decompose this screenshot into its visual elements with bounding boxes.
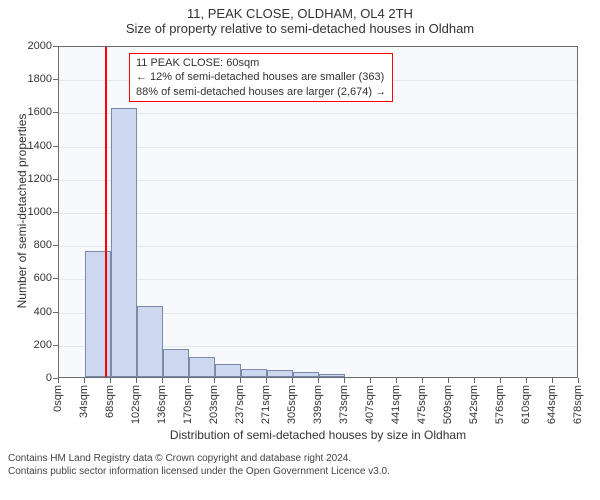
- y-tick-label: 400: [34, 306, 52, 318]
- annotation-line: 11 PEAK CLOSE: 60sqm: [136, 56, 386, 70]
- y-tick-label: 0: [46, 372, 52, 384]
- x-tick-label: 68sqm: [104, 385, 116, 418]
- y-tick-label: 800: [34, 239, 52, 251]
- x-tick-label: 610sqm: [520, 385, 532, 424]
- x-tick-label: 102sqm: [130, 385, 142, 424]
- x-tick-label: 441sqm: [390, 385, 402, 424]
- annotation-line: ← 12% of semi-detached houses are smalle…: [136, 70, 386, 84]
- y-tick-label: 1000: [28, 206, 52, 218]
- x-tick-label: 170sqm: [182, 385, 194, 424]
- annotation-line: 88% of semi-detached houses are larger (…: [136, 85, 386, 99]
- footer: Contains HM Land Registry data © Crown c…: [0, 448, 600, 478]
- x-tick-label: 644sqm: [546, 385, 558, 424]
- x-tick-label: 339sqm: [312, 385, 324, 424]
- histogram-bar: [319, 374, 345, 377]
- x-tick-label: 203sqm: [208, 385, 220, 424]
- y-tick-label: 200: [34, 339, 52, 351]
- footer-line-2: Contains public sector information licen…: [8, 465, 592, 478]
- x-tick-label: 475sqm: [416, 385, 428, 424]
- x-tick-label: 0sqm: [52, 385, 64, 412]
- x-axis-label: Distribution of semi-detached houses by …: [58, 428, 578, 442]
- y-tick-label: 600: [34, 272, 52, 284]
- y-tick-label: 1600: [28, 106, 52, 118]
- y-tick-label: 2000: [28, 40, 52, 52]
- footer-line-1: Contains HM Land Registry data © Crown c…: [8, 452, 592, 465]
- x-tick-label: 136sqm: [156, 385, 168, 424]
- page-title: 11, PEAK CLOSE, OLDHAM, OL4 2TH: [0, 0, 600, 21]
- x-tick-label: 542sqm: [468, 385, 480, 424]
- annotation-box: 11 PEAK CLOSE: 60sqm← 12% of semi-detach…: [129, 53, 393, 102]
- x-tick-label: 407sqm: [364, 385, 376, 424]
- x-tick-label: 237sqm: [234, 385, 246, 424]
- x-tick-label: 509sqm: [442, 385, 454, 424]
- histogram-bar: [85, 251, 111, 377]
- y-tick-label: 1400: [28, 140, 52, 152]
- histogram-bar: [241, 369, 267, 377]
- marker-line: [105, 47, 107, 377]
- histogram-bar: [163, 349, 189, 377]
- histogram-bar: [267, 370, 293, 377]
- x-tick-label: 271sqm: [260, 385, 272, 424]
- chart: Number of semi-detached properties 11 PE…: [0, 38, 600, 448]
- y-tick-label: 1800: [28, 73, 52, 85]
- x-tick-label: 34sqm: [78, 385, 90, 418]
- histogram-bar: [137, 306, 163, 377]
- page-subtitle: Size of property relative to semi-detach…: [0, 21, 600, 38]
- y-tick-label: 1200: [28, 173, 52, 185]
- x-tick-label: 305sqm: [286, 385, 298, 424]
- x-tick-label: 576sqm: [494, 385, 506, 424]
- plot-area: 11 PEAK CLOSE: 60sqm← 12% of semi-detach…: [58, 46, 578, 378]
- histogram-bar: [215, 364, 241, 377]
- histogram-bar: [111, 108, 137, 377]
- histogram-bar: [189, 357, 215, 377]
- histogram-bar: [293, 372, 319, 377]
- x-tick-label: 678sqm: [572, 385, 584, 424]
- x-tick-label: 373sqm: [338, 385, 350, 424]
